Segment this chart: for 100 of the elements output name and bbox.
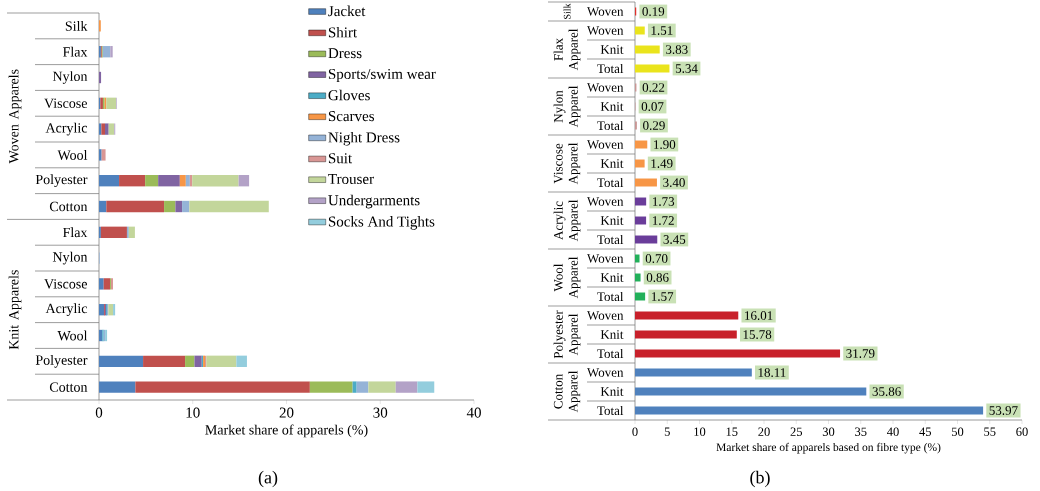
legend-label: Night Dress [328,131,400,146]
text: Knit Apparels [8,270,22,350]
y-tick-label: Woven [586,26,624,35]
y-tick-label: Knit [600,102,624,111]
legend-label: Suit [328,153,353,164]
y-tick-label: Polyester [35,174,88,188]
x-tick-label: 10 [694,427,706,436]
data-label: 1.57 [651,292,674,301]
text: Silk [563,3,571,19]
data-label: 5.34 [675,64,698,73]
y-tick-label: Woven [586,140,624,149]
y-tick-label: Total [597,63,624,74]
y-tick-label: Knit [600,45,624,54]
data-label: 3.40 [663,178,685,187]
legend-label: Dress [328,48,362,59]
text: Woven Apparels [8,69,22,164]
y-tick-label: Total [597,291,624,302]
y-tick-label: Knit [600,330,624,339]
y-tick-label: Acrylic [45,122,88,136]
x-tick-label: 25 [790,427,803,436]
y-tick-label: Woven [586,197,624,206]
data-label: 15.78 [743,330,772,339]
data-label: 0.22 [642,83,665,92]
x-axis-title: Market share of apparels based on fibre type (%) [716,442,941,454]
data-label: 0.19 [642,7,665,16]
y-tick-label: Total [597,120,624,131]
text: Viscose Apparel [553,142,581,185]
x-tick-label: 35 [855,427,867,436]
text: (a) [258,470,278,488]
x-tick-label: 50 [951,427,964,436]
text: Wool Apparel [553,256,581,299]
data-label: 53.97 [989,406,1018,415]
legend-label: Sports/swim wear [328,68,436,83]
data-label: 35.86 [872,387,901,396]
x-axis-title: Market share of apparels (%) [205,424,368,438]
y-tick-label: Flax [62,227,88,238]
legend-label: Jacket [328,5,366,17]
y-tick-label: Viscose [44,279,87,289]
data-label: 0.70 [645,254,668,263]
y-tick-label: Knit [600,216,624,225]
data-label: 1.73 [653,197,675,206]
text: Polyester Apparel [553,310,581,359]
x-tick-label: 0 [95,407,103,418]
y-tick-label: Total [597,348,624,359]
y-tick-label: Knit [600,387,624,396]
legend-label: Scarves [328,111,375,122]
y-tick-label: Woven [586,7,624,16]
x-tick-label: 5 [664,427,670,436]
x-tick-label: 40 [887,427,899,436]
y-tick-label: Flax [62,46,88,57]
x-tick-label: 20 [758,427,770,436]
legend-label: Shirt [328,26,358,38]
data-label: 0.07 [641,102,664,111]
data-label: 16.01 [745,311,773,320]
y-tick-label: Cotton [49,382,88,392]
y-tick-label: Knit [600,273,624,282]
text: (b) [750,470,770,488]
y-tick-label: Total [597,234,624,245]
y-tick-label: Wool [57,330,88,341]
data-label: 3.83 [666,45,688,54]
x-tick-label: 30 [373,407,388,418]
y-tick-label: Polyester [35,354,88,368]
y-tick-label: Woven [586,368,624,377]
y-tick-label: Knit [600,159,624,168]
x-tick-label: 0 [632,427,638,436]
x-tick-label: 10 [186,407,200,418]
y-tick-label: Nylon [52,71,88,84]
legend-label: Gloves [328,89,370,101]
text: Cotton Apparel [553,370,581,413]
y-tick-label: Total [597,405,624,416]
y-tick-label: Woven [586,83,624,92]
y-tick-label: Wool [57,149,88,160]
y-tick-label: Total [597,177,624,188]
data-label: 18.11 [758,368,786,377]
data-label: 0.29 [643,121,665,130]
data-label: 1.51 [651,26,673,35]
x-tick-label: 40 [466,407,481,418]
y-tick-label: Nylon [52,251,88,265]
y-tick-label: Woven [586,311,624,320]
x-tick-label: 55 [984,427,996,436]
y-tick-label: Cotton [49,201,88,212]
x-tick-label: 15 [726,427,738,436]
y-tick-label: Viscose [44,98,87,109]
data-label: 0.86 [646,273,669,282]
x-tick-label: 30 [822,427,835,436]
text: Acrylic Apparel [553,199,581,242]
y-tick-label: Acrylic [45,303,88,317]
y-tick-label: Silk [65,20,88,31]
x-tick-label: 20 [279,407,294,418]
data-label: 3.45 [663,235,686,244]
legend-label: Undergarments [328,194,420,209]
legend-label: Trouser [328,174,374,185]
x-tick-label: 45 [919,427,932,436]
data-label: 31.79 [846,349,875,358]
data-label: 1.49 [651,159,673,168]
y-tick-label: Woven [586,254,624,263]
x-tick-label: 60 [1016,427,1028,436]
data-label: 1.90 [654,140,676,149]
data-label: 1.72 [652,216,674,225]
text: Nylon Apparel [553,85,581,128]
